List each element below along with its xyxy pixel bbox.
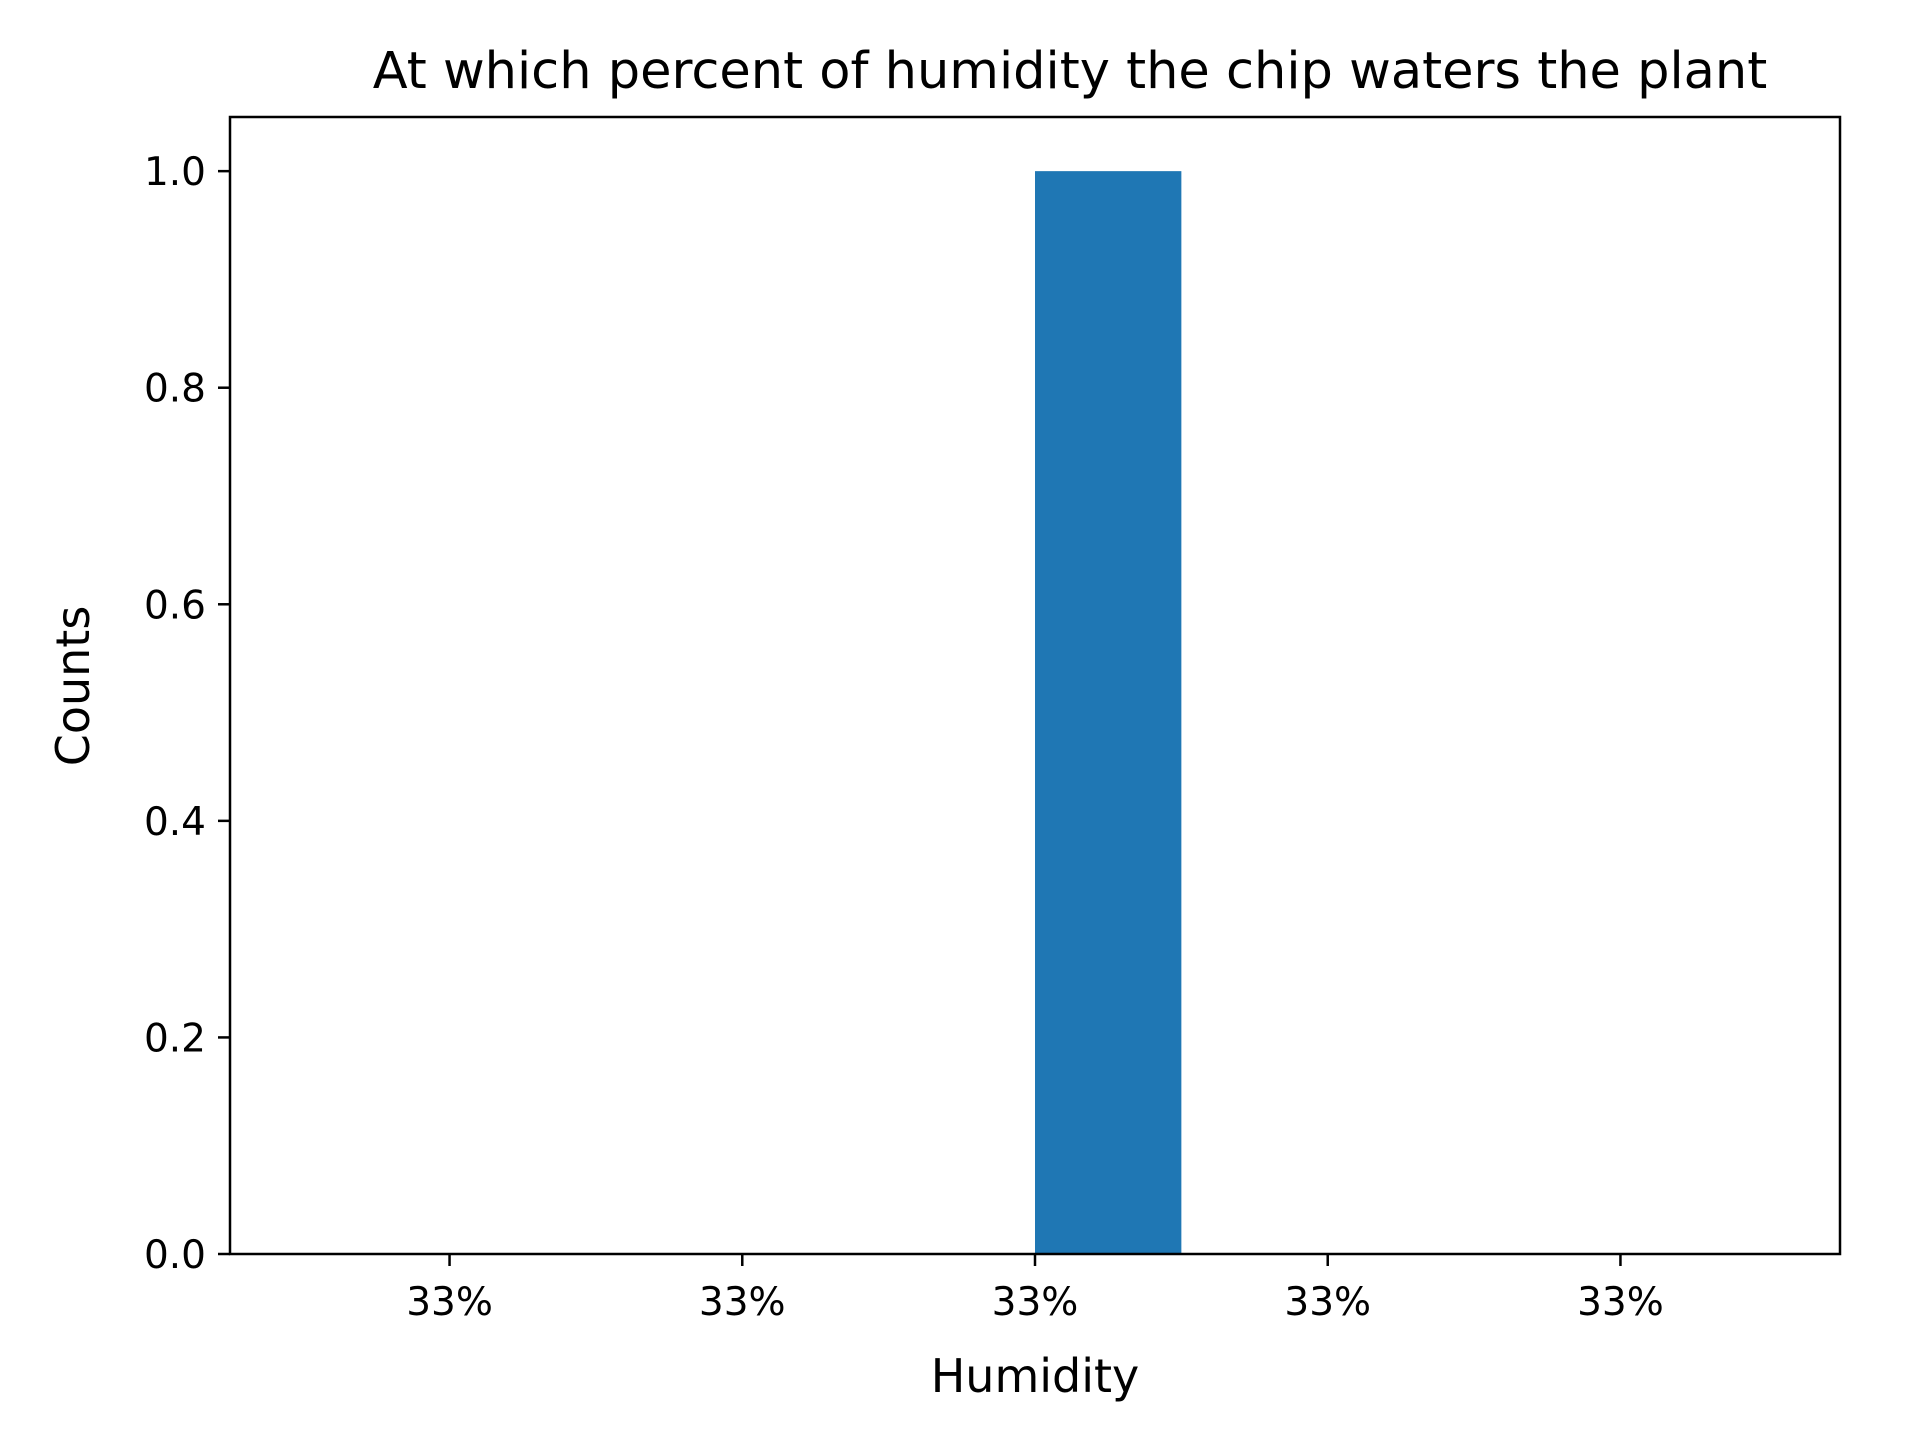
y-tick-label: 1.0: [144, 150, 206, 195]
y-axis-label: Counts: [46, 606, 100, 767]
x-tick-label: 33%: [406, 1280, 493, 1325]
y-tick-label: 0.4: [144, 800, 206, 845]
bar: [1035, 171, 1182, 1255]
y-tick-label: 0.0: [144, 1233, 206, 1278]
x-tick-label: 33%: [1577, 1280, 1664, 1325]
y-tick-label: 0.6: [144, 583, 206, 628]
chart-title: At which percent of humidity the chip wa…: [373, 42, 1767, 101]
y-tick-label: 0.8: [144, 367, 206, 412]
x-tick-label: 33%: [699, 1280, 786, 1325]
x-tick-label: 33%: [992, 1280, 1079, 1325]
x-axis-label: Humidity: [931, 1349, 1140, 1403]
x-tick-label: 33%: [1284, 1280, 1371, 1325]
y-axis: 0.0 0.2 0.4 0.6 0.8 1.0: [144, 150, 230, 1278]
y-tick-label: 0.2: [144, 1016, 206, 1061]
x-axis: 33% 33% 33% 33% 33%: [406, 1254, 1664, 1325]
bars-group: [1035, 171, 1182, 1255]
